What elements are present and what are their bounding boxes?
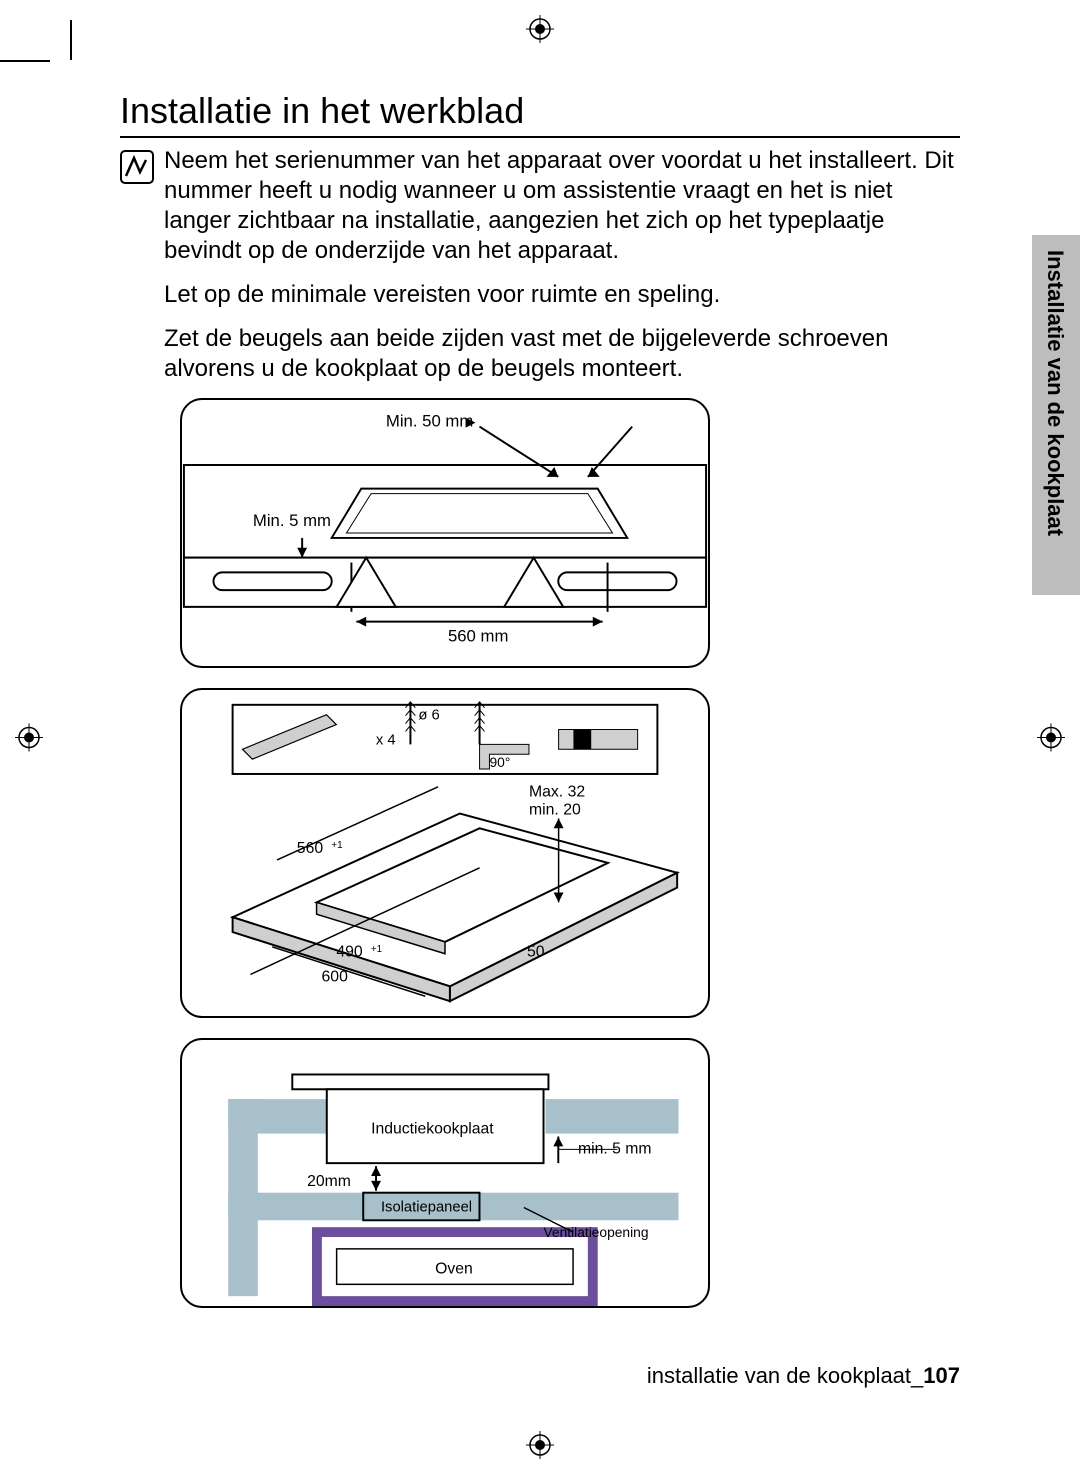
note-block: Neem het serienummer van het apparaat ov… bbox=[120, 146, 960, 266]
label-560-2: 560 bbox=[297, 840, 324, 857]
side-tab-label: Installatie van de kookplaat bbox=[1042, 250, 1068, 536]
label-min5-2: min. 5 mm bbox=[578, 1140, 652, 1157]
diagram-side-section: Inductiekookplaat 20mm Isolatiepaneel mi… bbox=[180, 1038, 710, 1308]
note-text: Neem het serienummer van het apparaat ov… bbox=[164, 146, 960, 266]
diagram-top-view: Min. 50 mm Min. 5 mm 560 mm bbox=[180, 398, 710, 668]
note-icon bbox=[120, 150, 154, 184]
label-insulation: Isolatiepaneel bbox=[381, 1199, 472, 1215]
label-600: 600 bbox=[322, 968, 349, 985]
page-content: Installatie in het werkblad Neem het ser… bbox=[120, 90, 960, 1389]
diagram-cutout-dimensions: ø 6 x 4 90° 560 +1 490 +1 600 50 Max. 32 bbox=[180, 688, 710, 1018]
label-50: 50 bbox=[527, 944, 545, 961]
label-oven: Oven bbox=[435, 1260, 473, 1277]
label-vent: Ventilatieopening bbox=[544, 1225, 649, 1240]
registration-mark-icon bbox=[526, 15, 554, 48]
label-induction: Inductiekookplaat bbox=[371, 1121, 494, 1138]
registration-mark-icon bbox=[15, 723, 43, 756]
paragraph: Zet de beugels aan beide zijden vast met… bbox=[164, 324, 960, 384]
label-angle: 90° bbox=[489, 754, 510, 770]
crop-mark bbox=[0, 60, 50, 62]
label-tol2: +1 bbox=[371, 944, 382, 955]
footer-text: installatie van de kookplaat bbox=[647, 1363, 911, 1388]
label-min: min. 20 bbox=[529, 801, 581, 818]
label-560: 560 mm bbox=[448, 626, 508, 645]
label-20mm: 20mm bbox=[307, 1173, 351, 1190]
page-title: Installatie in het werkblad bbox=[120, 90, 960, 138]
label-max: Max. 32 bbox=[529, 784, 585, 801]
registration-mark-icon bbox=[1037, 723, 1065, 756]
registration-mark-icon bbox=[526, 1431, 554, 1464]
crop-mark bbox=[70, 20, 72, 60]
page-footer: installatie van de kookplaat_107 bbox=[647, 1363, 960, 1389]
paragraph: Let op de minimale vereisten voor ruimte… bbox=[164, 280, 960, 310]
label-qty: x 4 bbox=[376, 732, 396, 748]
label-490: 490 bbox=[336, 944, 363, 961]
label-min50: Min. 50 mm bbox=[386, 412, 473, 431]
footer-page-number: 107 bbox=[923, 1363, 960, 1388]
label-dia: ø 6 bbox=[418, 708, 439, 724]
label-tol1: +1 bbox=[331, 840, 342, 851]
label-min5: Min. 5 mm bbox=[253, 511, 331, 530]
